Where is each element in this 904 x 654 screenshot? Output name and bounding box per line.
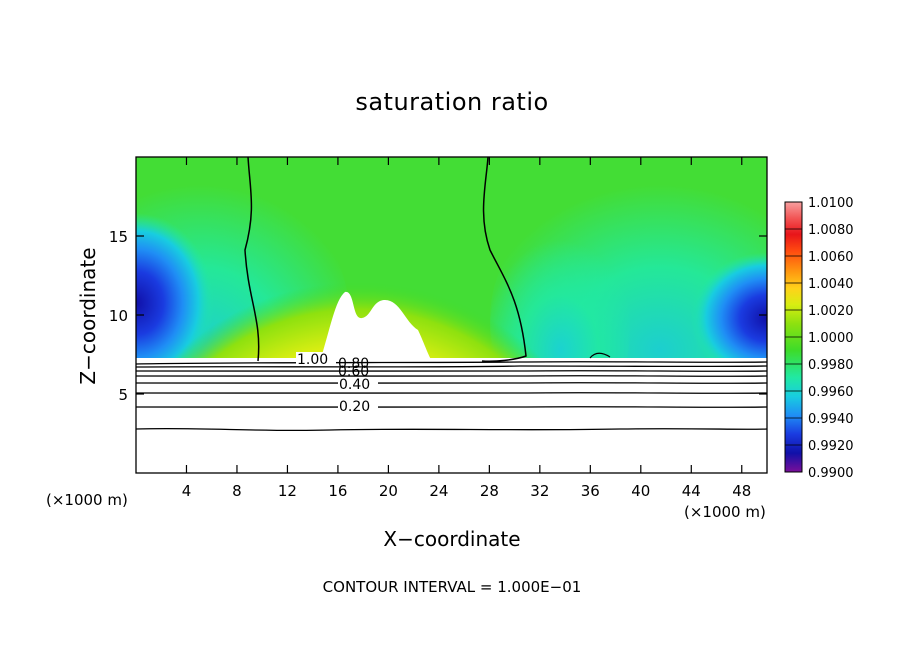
contour-line-f [135, 392, 768, 394]
contour-line-c [135, 370, 768, 372]
x-tick-label: 32 [530, 482, 549, 500]
surface-gap [136, 358, 767, 361]
contour-interval-note: CONTOUR INTERVAL = 1.000E−01 [322, 578, 582, 596]
colorbar-tick-label: 0.9940 [808, 412, 854, 427]
x-tick-label: 12 [278, 482, 297, 500]
colorbar-tick-label: 1.0040 [808, 277, 854, 292]
contour-label-5: 0.20 [339, 399, 370, 415]
contour-label-2: 0.80 [338, 356, 369, 372]
colorbar-ticks: 1.0100 1.0080 1.0060 1.0040 1.0020 1.0000 0.99… [785, 196, 854, 481]
contour-label-4: 0.40 [339, 377, 370, 393]
x-tick-label: 8 [232, 482, 242, 500]
colorbar-tick-label: 1.0000 [808, 331, 854, 346]
colorbar-tick-label: 1.0060 [808, 250, 854, 265]
colorbar: 1.0100 1.0080 1.0060 1.0040 1.0020 1.0000 0.99… [784, 196, 854, 481]
contour-label-3: 0.60 [338, 364, 369, 380]
x-tick-label: 24 [429, 482, 448, 500]
contour-label-1: 1.00 [297, 352, 328, 368]
contour-line-1-right [481, 156, 527, 362]
contour-labels: 1.00 0.80 0.60 0.40 0.20 [296, 352, 378, 415]
contour-line-h [135, 427, 768, 432]
contour-line-a [135, 361, 768, 365]
contour-line-g [135, 406, 768, 408]
x-unit-right: (×1000 m) [684, 503, 766, 521]
y-tick-label: 15 [109, 228, 128, 246]
colorbar-tick-label: 0.9920 [808, 439, 854, 454]
chart-title: saturation ratio [355, 88, 549, 116]
x-tick-label: 40 [631, 482, 650, 500]
colorbar-tick-label: 1.0020 [808, 304, 854, 319]
label-bg-4 [338, 377, 378, 391]
label-bg-1 [296, 352, 336, 366]
colorbar-tick-label: 0.9980 [808, 358, 854, 373]
x-tick-label: 4 [182, 482, 192, 500]
undefined-region [320, 291, 432, 361]
x-tick-label: 48 [732, 482, 751, 500]
y-ticks: 5 10 15 [109, 228, 767, 404]
contour-line-d [135, 375, 768, 377]
label-bg-5 [338, 399, 378, 413]
y-tick-label: 10 [109, 307, 128, 325]
saturation-field [136, 157, 767, 361]
plume-core [167, 170, 547, 361]
colorbar-tick-label: 1.0100 [808, 196, 854, 211]
contour-line-e [135, 382, 768, 384]
dry-edge-right [640, 250, 767, 360]
x-tick-label: 28 [480, 482, 499, 500]
x-tick-label: 36 [581, 482, 600, 500]
y-tick-label: 5 [118, 386, 128, 404]
x-tick-label: 16 [328, 482, 347, 500]
x-tick-label: 20 [379, 482, 398, 500]
lower-contours [135, 361, 768, 432]
x-ticks: 4 8 12 16 20 24 28 32 36 40 44 48 [182, 157, 751, 500]
x-unit-left: (×1000 m) [46, 491, 128, 509]
contour-line-1-small [589, 352, 611, 359]
colorbar-tick-label: 1.0080 [808, 223, 854, 238]
contour-line-b [135, 365, 768, 368]
x-axis-label: X−coordinate [383, 527, 521, 551]
x-tick-label: 44 [682, 482, 701, 500]
colorbar-tick-label: 0.9900 [808, 466, 854, 481]
colorbar-tick-label: 0.9960 [808, 385, 854, 400]
contour-line-1-left [244, 156, 260, 362]
